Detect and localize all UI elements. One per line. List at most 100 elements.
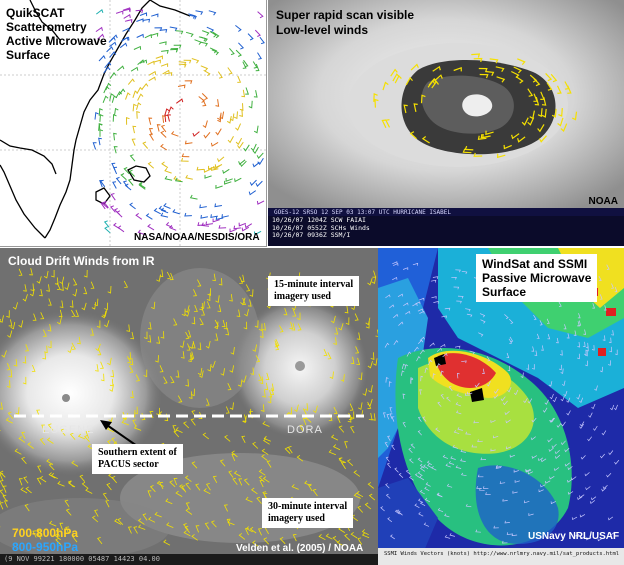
wind-barb [423, 464, 429, 469]
wind-barb [170, 376, 175, 384]
wind-barb [241, 375, 247, 383]
wind-barb [551, 108, 557, 118]
wind-barb [495, 466, 502, 469]
wind-barb [406, 351, 412, 357]
wind-barb [109, 72, 117, 79]
wind-barb [165, 498, 173, 505]
wind-barb [599, 366, 604, 373]
wind-barb [223, 321, 228, 330]
wind-barb [512, 490, 518, 494]
wind-barb [210, 141, 219, 147]
wind-barb [367, 360, 373, 369]
wind-barb [514, 480, 520, 483]
wind-barb [545, 72, 553, 82]
wind-barb [417, 339, 424, 345]
wind-barb [473, 57, 483, 63]
wind-barb [184, 140, 193, 145]
wind-barb [176, 98, 184, 104]
wind-barb [452, 444, 458, 449]
wind-barb [440, 370, 444, 377]
wind-barb [255, 180, 263, 187]
wind-barb [249, 289, 254, 297]
wind-barb [148, 117, 153, 125]
visible-title-line2: Low-level winds [276, 23, 369, 37]
wind-barb [247, 299, 252, 307]
wind-barb [540, 458, 547, 463]
wind-barb [252, 441, 259, 449]
wind-barb [183, 59, 192, 64]
wind-barb [181, 308, 186, 317]
wind-barb [529, 110, 535, 120]
wind-barb [143, 369, 148, 378]
ir-note-top: 15-minute interval imagery used [268, 276, 360, 306]
wind-barb [431, 296, 437, 299]
wind-barb [57, 481, 65, 487]
windsat-title-line3: Surface [482, 285, 527, 299]
wind-barb [256, 152, 264, 159]
wind-barb [231, 450, 238, 458]
wind-barb [564, 447, 570, 453]
wind-barb [461, 270, 468, 275]
wind-barb [13, 358, 18, 367]
wind-barb [132, 103, 137, 112]
wind-barb [54, 533, 61, 541]
wind-barb [579, 421, 585, 427]
wind-barb [344, 305, 349, 314]
wind-barb [236, 309, 241, 317]
ir-note-top-line2: imagery used [274, 291, 331, 302]
wind-barb [98, 123, 103, 131]
wind-barb [258, 323, 263, 332]
wind-barb [149, 133, 154, 141]
wind-barb [580, 536, 586, 540]
wind-barb [160, 331, 165, 339]
wind-barb [197, 279, 202, 287]
wind-barb [502, 498, 508, 502]
wind-barb [71, 342, 76, 350]
wind-barb [215, 295, 220, 303]
wind-barb [328, 449, 336, 456]
wind-barb [558, 108, 563, 117]
wind-barb [372, 270, 377, 278]
wind-barb [460, 458, 466, 462]
quikscat-wind-barbs [92, 7, 265, 236]
wind-barb [609, 531, 616, 536]
wind-barb [191, 388, 195, 397]
wind-barb [209, 30, 217, 38]
wind-barb [164, 72, 173, 76]
wind-barb [217, 156, 225, 163]
wind-barb [214, 333, 219, 341]
wind-barb [422, 416, 427, 422]
wind-barb [579, 514, 586, 518]
wind-barb [563, 390, 568, 397]
wind-barb [72, 278, 78, 286]
wind-barb [202, 98, 207, 107]
wind-barb [138, 183, 146, 190]
wind-barb [358, 372, 363, 381]
wind-barb [382, 81, 389, 91]
wind-barb [418, 512, 424, 517]
wind-barb [393, 263, 399, 266]
wind-barb [206, 26, 215, 33]
wind-barb [215, 128, 222, 136]
wind-barb [419, 310, 425, 314]
wind-barb [227, 136, 234, 144]
wind-barb [499, 481, 506, 484]
wind-barb [25, 344, 29, 352]
wind-barb [173, 430, 180, 438]
wind-barb [185, 379, 189, 387]
wind-barb [251, 487, 258, 495]
wind-barb [466, 313, 473, 318]
wind-barb [513, 389, 519, 396]
wind-barb [611, 283, 614, 289]
wind-barb [465, 308, 471, 312]
wind-barb [354, 313, 359, 321]
wind-barb [350, 411, 355, 419]
wind-barb [259, 36, 265, 45]
wind-barb [454, 345, 461, 349]
wind-barb [356, 490, 364, 498]
wind-barb [261, 454, 268, 461]
quikscat-title-line1: QuikSCAT [6, 6, 65, 20]
wind-barb [480, 319, 486, 324]
wind-barb [461, 360, 467, 364]
wind-barb [143, 331, 148, 340]
